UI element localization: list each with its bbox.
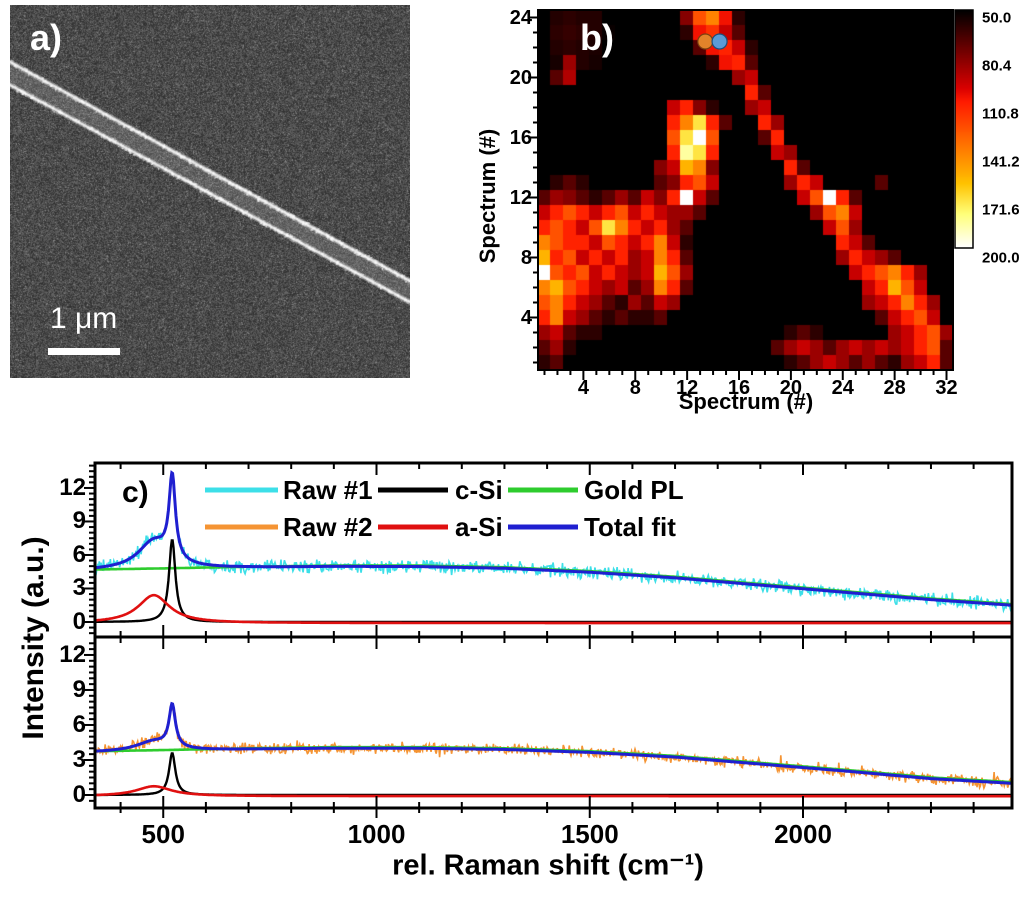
spectra-y-tick-label: 9 xyxy=(72,507,86,535)
gold-pl-curve-2 xyxy=(95,745,1012,784)
map-x-tick-label: 28 xyxy=(883,377,906,399)
spectra-x-tick-label: 2000 xyxy=(774,819,832,849)
scale-bar-label: 1 μm xyxy=(50,302,118,335)
colorbar-tick-label: 171.6 xyxy=(982,201,1020,219)
a-si-curve-2 xyxy=(95,784,1012,798)
c-si-curve-1 xyxy=(95,539,1012,624)
map-y-tick-label: 24 xyxy=(509,6,532,29)
spectra-y-tick-label: 0 xyxy=(72,781,86,808)
colorbar-tick-label: 50.0 xyxy=(982,9,1012,27)
map-x-tick-label: 16 xyxy=(727,377,751,399)
sem-image-panel-a xyxy=(10,5,410,378)
gold-pl-curve-1 xyxy=(95,564,1012,606)
spectra-panel-2 xyxy=(95,701,1012,798)
spectra-panel-1 xyxy=(95,470,1012,625)
map-y-tick-label: 4 xyxy=(520,306,532,329)
colorbar-tick-label: 200.0 xyxy=(982,249,1020,267)
legend-label-a-si: a-Si xyxy=(455,512,503,542)
spectra-y-tick-label: 6 xyxy=(72,710,86,738)
legend-label-c-si: c-Si xyxy=(455,475,503,505)
total-fit-curve-1 xyxy=(95,470,1012,607)
map-x-tick-label: 12 xyxy=(676,377,699,399)
spectra-x-axis-title: rel. Raman shift (cm⁻¹) xyxy=(392,849,704,882)
map-x-tick-label: 4 xyxy=(577,377,589,399)
spectra-x-tick-label: 500 xyxy=(141,819,185,849)
colorbar-tick-label: 110.8 xyxy=(982,105,1019,123)
spectra-y-tick-label: 3 xyxy=(72,745,86,773)
a-si-curve-1 xyxy=(95,593,1012,625)
map-x-tick-label: 32 xyxy=(935,377,958,399)
spectra-y-tick-label: 12 xyxy=(59,640,86,668)
map-x-tick-label: 24 xyxy=(831,377,854,399)
map-y-tick-label: 16 xyxy=(509,126,532,149)
spectra-x-tick-label: 1500 xyxy=(560,819,619,849)
scale-bar xyxy=(48,348,120,355)
spectra-x-tick-label: 1000 xyxy=(347,819,406,849)
map-y-tick-label: 20 xyxy=(509,66,532,89)
panel-b-label: b) xyxy=(580,17,614,58)
legend-label-gold-pl: Gold PL xyxy=(584,475,684,505)
raw-curve-2 xyxy=(95,706,1012,791)
map-y-axis-title: Spectrum (#) xyxy=(475,128,500,264)
spectra-y-tick-label: 9 xyxy=(72,675,86,703)
raw-curve-1 xyxy=(95,474,1012,614)
map-x-tick-label: 8 xyxy=(629,377,641,399)
total-fit-curve-2 xyxy=(95,701,1012,785)
spectra-y-tick-label: 12 xyxy=(59,473,86,501)
colorbar-tick-label: 141.2 xyxy=(982,153,1020,171)
map-x-axis-title: Spectrum (#) xyxy=(678,389,814,414)
legend-label-raw-1: Raw #1 xyxy=(283,475,373,505)
colorbar-tick-label: 80.4 xyxy=(982,57,1012,75)
spectra-y-tick-label: 6 xyxy=(72,540,86,568)
legend-label-raw-2: Raw #2 xyxy=(283,512,373,542)
legend-label-total-fit: Total fit xyxy=(584,512,676,542)
spectra-y-tick-label: 0 xyxy=(72,608,86,635)
panel-c-label: c) xyxy=(122,476,149,509)
raman-map-heatmap xyxy=(538,10,953,370)
map-x-tick-label: 20 xyxy=(779,377,803,399)
map-y-tick-label: 12 xyxy=(509,186,532,209)
spectra-y-tick-label: 3 xyxy=(72,574,86,602)
c-si-curve-2 xyxy=(95,752,1012,797)
spectra-y-axis-title: Intensity (a.u.) xyxy=(17,536,50,740)
colorbar xyxy=(955,10,973,248)
panel-a-label: a) xyxy=(30,17,63,58)
map-y-tick-label: 8 xyxy=(520,246,532,269)
